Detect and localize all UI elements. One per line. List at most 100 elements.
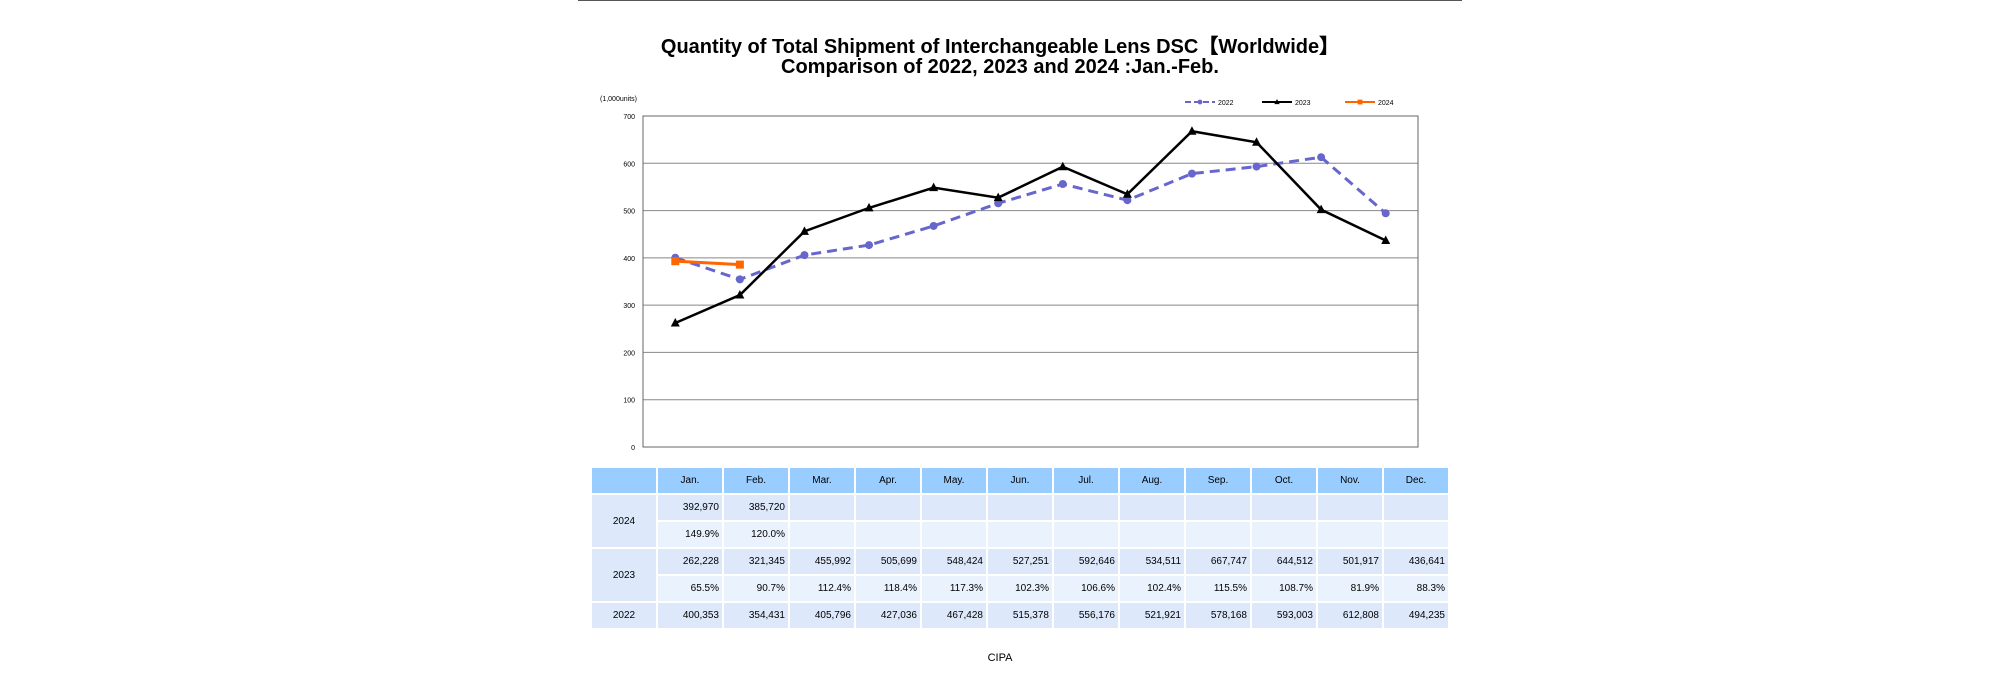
data-point-2022 [1123, 196, 1132, 205]
column-header: Feb. [724, 468, 788, 493]
data-point-2023 [993, 192, 1003, 202]
top-divider [578, 0, 1462, 1]
data-point-2023 [1316, 204, 1326, 214]
value-cell: 527,251 [988, 549, 1052, 574]
y-tick-label: 500 [623, 209, 635, 216]
data-point-2024 [1357, 99, 1363, 105]
value-cell [1384, 495, 1448, 520]
y-tick-label: 100 [623, 398, 635, 405]
data-point-2023 [735, 290, 745, 299]
value-cell [790, 495, 854, 520]
data-point-2022 [1317, 153, 1326, 162]
value-cell: 667,747 [1186, 549, 1250, 574]
data-point-2022 [1058, 180, 1067, 189]
ratio-cell [1252, 522, 1316, 547]
value-cell [1120, 495, 1184, 520]
table-row: 2022 400,353 354,431 405,796 427,036 467,428 5… [592, 603, 1448, 628]
column-header: Sep. [1186, 468, 1250, 493]
value-cell: 593,003 [1252, 603, 1316, 628]
value-cell: 556,176 [1054, 603, 1118, 628]
ratio-cell [1186, 522, 1250, 547]
value-cell: 548,424 [922, 549, 986, 574]
series-line-2024 [675, 259, 740, 267]
data-point-2022 [1197, 99, 1203, 105]
data-point-2022 [800, 251, 809, 260]
data-point-2023 [1187, 126, 1197, 135]
column-header: Dec. [1384, 468, 1448, 493]
value-cell: 455,992 [790, 549, 854, 574]
value-cell: 262,228 [658, 549, 722, 574]
ratio-cell: 81.9% [1318, 576, 1382, 601]
value-cell: 501,917 [1318, 549, 1382, 574]
data-point-2022 [1252, 162, 1261, 171]
legend-label: 2023 [1295, 100, 1311, 107]
value-cell: 405,796 [790, 603, 854, 628]
value-cell: 400,353 [658, 603, 722, 628]
y-tick-label: 300 [623, 303, 635, 310]
row-year-label: 2024 [592, 495, 656, 547]
value-cell: 521,921 [1120, 603, 1184, 628]
value-cell [988, 495, 1052, 520]
chart-title: Quantity of Total Shipment of Interchang… [660, 36, 1340, 58]
data-point-2022 [735, 275, 744, 284]
series-line-2023 [674, 129, 1387, 325]
value-cell: 467,428 [922, 603, 986, 628]
column-header: Aug. [1120, 468, 1184, 493]
ratio-cell [1318, 522, 1382, 547]
data-point-2023 [1381, 235, 1391, 245]
ratio-cell: 120.0% [724, 522, 788, 547]
chart-subtitle: Comparison of 2022, 2023 and 2024 :Jan.-… [781, 56, 1219, 78]
value-cell: 436,641 [1384, 549, 1448, 574]
y-tick-label: 0 [631, 445, 635, 452]
value-cell: 515,378 [988, 603, 1052, 628]
line-chart: 0 100 200 300 400 500 600 700 (1,000units) 2022 20… [600, 96, 1419, 452]
ratio-cell: 108.7% [1252, 576, 1316, 601]
ratio-cell: 102.3% [988, 576, 1052, 601]
y-tick-label: 600 [623, 161, 635, 168]
value-cell [1318, 495, 1382, 520]
data-point-2023 [1058, 161, 1068, 171]
column-header: Nov. [1318, 468, 1382, 493]
plot-area [642, 115, 1419, 448]
series-line-2022 [674, 155, 1387, 281]
ratio-cell: 118.4% [856, 576, 920, 601]
legend-label: 2024 [1378, 100, 1394, 107]
data-point-2022 [994, 199, 1003, 208]
value-cell: 385,720 [724, 495, 788, 520]
value-cell [922, 495, 986, 520]
column-header: Jul. [1054, 468, 1118, 493]
ratio-cell [922, 522, 986, 547]
footer-source: CIPA [987, 652, 1013, 664]
value-cell: 592,646 [1054, 549, 1118, 574]
column-header: Oct. [1252, 468, 1316, 493]
ratio-cell [988, 522, 1052, 547]
data-point-2024 [735, 260, 744, 269]
ratio-cell [1384, 522, 1448, 547]
value-cell: 494,235 [1384, 603, 1448, 628]
column-header: May. [922, 468, 986, 493]
value-cell [1054, 495, 1118, 520]
table-row: 2023 262,228 321,345 455,992 505,699 548,424 5… [592, 549, 1448, 601]
data-point-2023 [670, 318, 680, 327]
ratio-cell [856, 522, 920, 547]
ratio-cell [790, 522, 854, 547]
ratio-cell: 115.5% [1186, 576, 1250, 601]
ratio-cell [1054, 522, 1118, 547]
value-cell [1186, 495, 1250, 520]
ratio-cell [1120, 522, 1184, 547]
y-tick-label: 400 [623, 256, 635, 263]
ratio-cell: 149.9% [658, 522, 722, 547]
ratio-cell: 112.4% [790, 576, 854, 601]
column-header: Jun. [988, 468, 1052, 493]
y-tick-label: 200 [623, 350, 635, 357]
data-point-2023 [1252, 137, 1262, 146]
ratio-cell: 102.4% [1120, 576, 1184, 601]
column-header: Jan. [658, 468, 722, 493]
data-point-2022 [865, 241, 874, 250]
value-cell: 612,808 [1318, 603, 1382, 628]
data-table: Jan. Feb. Mar. Apr. May. Jun. Jul. Aug. Sep. Oct.… [590, 466, 1450, 630]
table-row-ratio: 149.9% 120.0% [592, 522, 1448, 547]
ratio-cell: 65.5% [658, 576, 722, 601]
data-point-2022 [1187, 169, 1196, 178]
